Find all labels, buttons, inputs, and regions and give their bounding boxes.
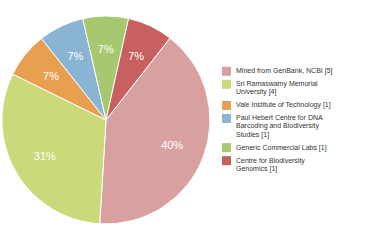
legend-label-line: University [4] [236,88,277,96]
legend-label-line: Sri Ramaswamy Memorial [236,80,318,88]
chart-svg: 40% 31% 7% 7% 7% 7% Mined from GenBank, NCBI [… [0,0,380,240]
legend-label-line: Mined from GenBank, NCBI [5] [236,67,333,75]
legend-swatch [222,156,231,165]
data-label: 7% [67,50,83,62]
data-label: 7% [98,43,114,55]
legend-label: Generic Commercial Labs [1] [236,144,327,152]
legend-swatch [222,114,231,123]
legend-label: Vale Institute of Technology [1] [236,101,331,109]
legend-swatch [222,143,231,152]
legend-label-line: Genomics [1] [236,165,277,173]
chart-container: 40% 31% 7% 7% 7% 7% Mined from GenBank, NCBI [… [0,0,380,240]
legend-label: Paul Hebert Centre for DNABarcoding and … [236,114,323,138]
legend-swatch [222,80,231,89]
data-labels: 40% 31% 7% 7% 7% 7% [34,43,184,161]
data-label: 7% [128,50,144,62]
legend-label-line: Barcoding and Biodiversity [236,122,319,130]
data-label: 7% [43,70,59,82]
pie-slice [106,18,170,120]
data-label: 31% [34,150,56,162]
legend-label-line: Generic Commercial Labs [1] [236,144,327,152]
legend-label: Centre for BiodiversityGenomics [1] [236,157,305,173]
legend-label-line: Vale Institute of Technology [1] [236,101,331,109]
legend-label-line: Paul Hebert Centre for DNA [236,114,323,121]
legend-swatch [222,101,231,110]
data-label: 40% [161,139,183,151]
legend-label-line: Studies [1] [236,131,269,139]
legend-label: Sri Ramaswamy MemorialUniversity [4] [236,80,318,96]
legend-swatch [222,67,231,76]
slices [2,16,210,224]
legend-label-line: Centre for Biodiversity [236,157,305,165]
legend-label: Mined from GenBank, NCBI [5] [236,67,333,75]
legend: Mined from GenBank, NCBI [5] Sri Ramaswam… [222,67,333,173]
